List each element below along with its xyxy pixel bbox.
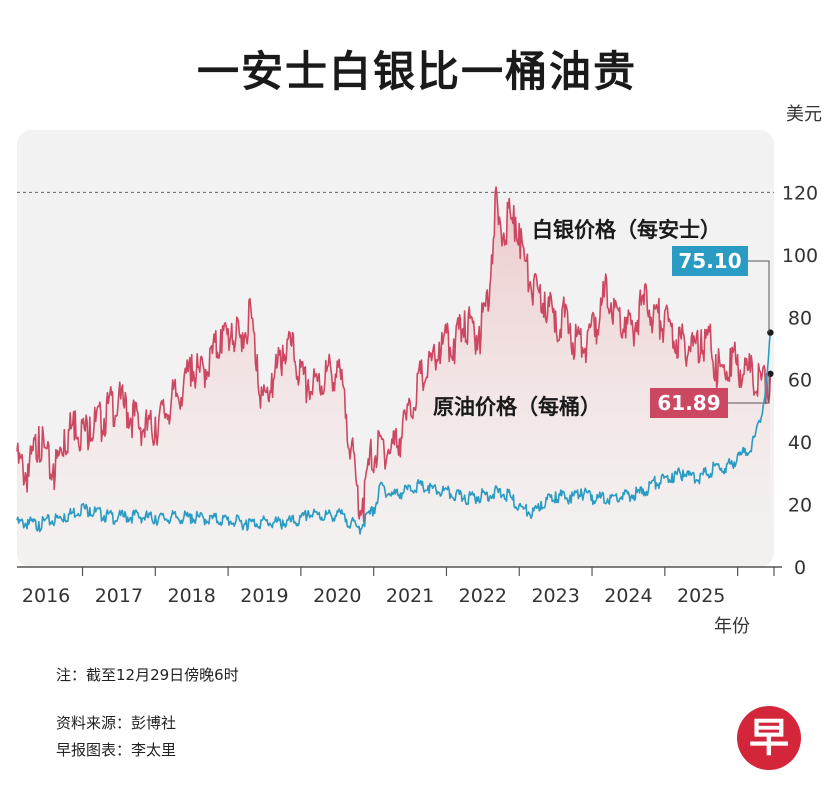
y-tick-label: 80: [788, 307, 812, 329]
y-tick-label: 40: [788, 432, 812, 454]
credit-note: 早报图表：李太里: [56, 741, 177, 759]
x-tick-label: 2023: [531, 585, 579, 607]
time-note: 注：截至12月29日傍晚6时: [56, 666, 239, 684]
x-tick-label: 2020: [313, 585, 361, 607]
x-tick-label: 2022: [459, 585, 507, 607]
x-tick-label: 2025: [677, 585, 725, 607]
x-tick-label: 2016: [22, 585, 70, 607]
x-tick-label: 2018: [168, 585, 216, 607]
x-tick-label: 2017: [95, 585, 143, 607]
x-tick-label: 2024: [604, 585, 652, 607]
oil-price-line: [16, 186, 772, 523]
oil-area-fill: [17, 187, 771, 567]
x-axis-unit: 年份: [714, 616, 750, 637]
silver-series-label: 白银价格（每安士）: [532, 218, 721, 242]
oil-last-value-tag: 61.89: [650, 388, 728, 418]
source-note: 资料来源：彭博社: [56, 714, 177, 732]
chart-title: 一安士白银比一桶油贵: [196, 47, 637, 96]
y-tick-label: 20: [788, 495, 812, 517]
x-tick-label: 2019: [240, 585, 288, 607]
oil-leader-line: [728, 373, 770, 404]
x-tick-label: 2021: [386, 585, 434, 607]
zaobao-logo: 早: [737, 706, 801, 770]
y-tick-label: 0: [794, 557, 806, 579]
y-tick-label: 100: [782, 245, 818, 267]
silver-price-line: [16, 332, 772, 535]
silver-end-point: [767, 329, 774, 336]
y-tick-label: 120: [782, 182, 818, 204]
oil-series-label: 原油价格（每桶）: [433, 395, 601, 419]
silver-last-value-tag: 75.10: [672, 246, 748, 276]
silver-leader-line: [748, 260, 770, 333]
y-axis-unit: 美元: [786, 104, 822, 125]
y-tick-label: 60: [788, 370, 812, 392]
